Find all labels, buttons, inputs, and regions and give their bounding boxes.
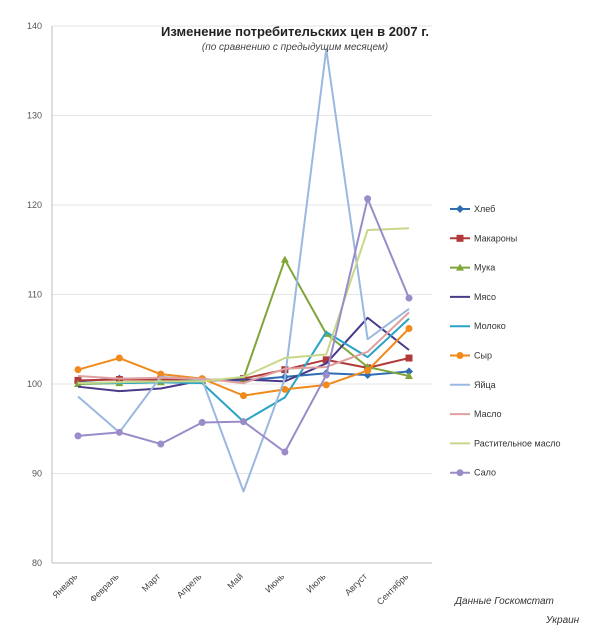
y-tick-label: 100	[27, 379, 42, 389]
legend-label: Мука	[474, 263, 495, 273]
data-point	[456, 234, 464, 242]
data-point	[115, 428, 123, 436]
data-point	[115, 354, 123, 362]
legend: Хлеб Макароны Мука Мясо Молоко Сыр Яйца Масло Ра…	[450, 204, 561, 478]
x-tick-label: Январь	[51, 571, 80, 600]
y-tick-label: 120	[27, 200, 42, 210]
series-Сало	[74, 195, 413, 456]
legend-label: Хлеб	[474, 204, 495, 214]
x-tick-label: Сентябрь	[375, 571, 411, 607]
legend-label: Макароны	[474, 233, 517, 243]
y-tick-label: 110	[28, 290, 42, 300]
data-point	[405, 371, 413, 379]
legend-item: Растительное масло	[450, 438, 561, 448]
legend-label: Растительное масло	[474, 438, 561, 448]
series-lines	[74, 48, 413, 493]
y-tick-label: 80	[32, 558, 42, 568]
y-tick-label: 130	[27, 111, 42, 121]
data-point	[456, 205, 464, 213]
x-tick-label: Апрель	[175, 571, 204, 600]
y-tick-label: 140	[27, 21, 42, 31]
legend-label: Молоко	[474, 321, 506, 331]
y-axis-ticks: 80 90 100 110 120 130 140	[27, 21, 42, 568]
data-point	[280, 255, 289, 263]
data-point	[240, 392, 247, 400]
legend-item: Молоко	[450, 321, 506, 331]
data-point	[405, 325, 413, 333]
legend-item: Хлеб	[450, 204, 495, 214]
series-line	[77, 197, 410, 454]
data-point	[405, 367, 413, 376]
series-line	[77, 327, 410, 397]
data-point	[405, 354, 413, 362]
data-point	[157, 440, 165, 448]
source-note-line-2: Украин	[546, 615, 580, 626]
legend-item: Масло	[450, 409, 501, 419]
series-line	[77, 311, 410, 385]
legend-label: Сыр	[474, 351, 492, 361]
series-Яйца	[77, 48, 410, 493]
series-line	[77, 227, 410, 385]
data-point	[322, 371, 330, 379]
legend-item: Сыр	[450, 351, 492, 361]
data-point	[456, 469, 464, 477]
legend-item: Мясо	[450, 292, 496, 302]
data-point	[198, 418, 206, 426]
x-tick-label: Март	[140, 571, 162, 593]
data-point	[74, 366, 82, 374]
gridlines	[51, 25, 432, 564]
legend-item: Мука	[450, 263, 495, 273]
series-Молоко	[78, 317, 410, 423]
data-point	[157, 370, 165, 378]
x-tick-label: Июнь	[263, 571, 286, 594]
data-point	[281, 448, 289, 456]
data-point	[456, 263, 464, 271]
data-point	[405, 294, 413, 302]
data-point	[281, 385, 289, 393]
data-point	[240, 418, 247, 426]
series-Растительное масло	[77, 227, 410, 385]
series-Мясо	[77, 316, 410, 393]
chart-subtitle: (по сравнению с предыдущим месяцем)	[201, 42, 389, 53]
x-axis-ticks: Январь Февраль Март Апрель Май Июнь Июль Август…	[51, 571, 411, 607]
legend-label: Сало	[474, 468, 496, 478]
x-tick-label: Июль	[304, 571, 328, 595]
series-Масло	[77, 311, 410, 385]
legend-label: Мясо	[474, 292, 496, 302]
data-point	[364, 367, 372, 375]
legend-item: Сало	[450, 468, 496, 478]
source-note-line-1: Данные Госкомстат	[455, 596, 554, 607]
x-tick-label: Август	[343, 571, 369, 597]
chart-title: Изменение потребительских цен в 2007 г.	[161, 24, 429, 39]
series-line	[77, 316, 410, 393]
x-tick-label: Май	[225, 571, 245, 591]
legend-label: Яйца	[474, 380, 496, 390]
data-point	[322, 381, 330, 389]
series-Сыр	[74, 325, 413, 400]
series-line	[77, 48, 410, 493]
data-point	[456, 352, 464, 359]
legend-item: Яйца	[450, 380, 496, 390]
y-tick-label: 90	[32, 469, 42, 479]
legend-label: Масло	[474, 409, 501, 419]
legend-item: Макароны	[450, 233, 517, 243]
x-tick-label: Февраль	[88, 571, 121, 604]
data-point	[74, 432, 82, 440]
data-point	[322, 356, 330, 364]
data-point	[364, 195, 372, 203]
series-line	[78, 317, 410, 423]
